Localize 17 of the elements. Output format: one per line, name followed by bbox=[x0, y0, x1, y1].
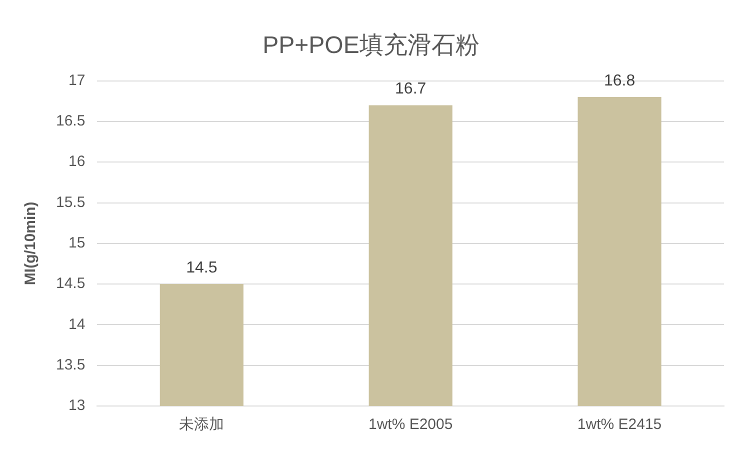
data-label: 16.8 bbox=[604, 72, 636, 90]
chart-title: PP+POE填充滑石粉 bbox=[262, 32, 480, 60]
y-tick-label: 13 bbox=[68, 397, 86, 414]
data-label: 16.7 bbox=[395, 80, 426, 98]
x-tick-label: 1wt% E2005 bbox=[368, 416, 453, 434]
y-axis-title: MI(g/10min) bbox=[22, 202, 40, 286]
y-tick-label: 16.5 bbox=[56, 112, 86, 130]
y-tick-label: 15.5 bbox=[56, 194, 86, 211]
y-tick-label: 16 bbox=[68, 153, 86, 170]
y-tick-label: 17 bbox=[68, 72, 86, 89]
y-tick-label: 15 bbox=[68, 234, 86, 252]
y-tick-label: 14 bbox=[68, 316, 86, 333]
y-tick-label: 14.5 bbox=[56, 275, 86, 292]
y-tick-label: 13.5 bbox=[56, 356, 86, 374]
data-label: 14.5 bbox=[186, 259, 218, 276]
x-tick-label: 未添加 bbox=[179, 416, 224, 434]
x-tick-label: 1wt% E2415 bbox=[577, 416, 662, 434]
